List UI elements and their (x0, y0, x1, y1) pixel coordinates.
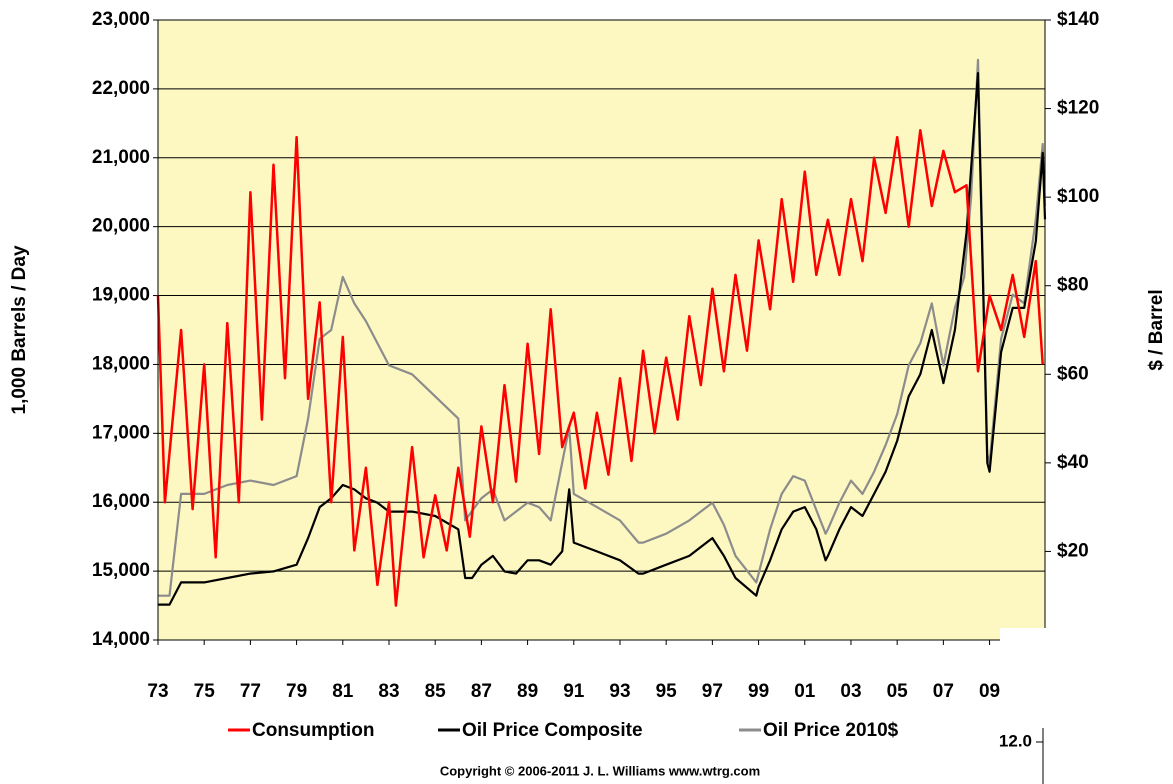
plot-area (157, 19, 1046, 641)
y-axis-title: 1,000 Barrels / Day (9, 245, 30, 414)
x-tick-label: 01 (794, 681, 816, 702)
y-tick-label: 16,000 (92, 491, 150, 512)
y2-axis-title: $ / Barrel (1146, 289, 1167, 370)
x-tick-label: 83 (378, 681, 399, 702)
x-tick-label: 79 (286, 681, 307, 702)
y-tick-label: 23,000 (92, 9, 150, 30)
plot-frame (157, 19, 1046, 641)
y2-tick-label: $60 (1057, 363, 1089, 384)
legend-label: Oil Price Composite (462, 720, 643, 741)
copyright: Copyright © 2006-2011 J. L. Williams www… (440, 763, 760, 778)
x-tick-label: 99 (748, 681, 769, 702)
series-line (158, 58, 1047, 597)
x-tick-label: 87 (471, 681, 492, 702)
series-line (156, 128, 1044, 607)
x-tick-label: 85 (425, 681, 447, 702)
x-tick-label: 03 (840, 681, 861, 702)
y2-tick-label: $100 (1057, 186, 1099, 207)
y-tick-label: 20,000 (92, 216, 150, 237)
legend: Consumption Oil Price Composite Oil Price … (228, 720, 899, 741)
series-line (158, 71, 1047, 606)
y-tick-label: 17,000 (92, 422, 150, 443)
y2-tick-label: $140 (1057, 9, 1099, 30)
x-tick-label: 91 (563, 681, 585, 702)
y2-tick-label: $20 (1057, 540, 1089, 561)
x-tick-label: 75 (194, 681, 216, 702)
inset-label: 12.0 (999, 731, 1032, 750)
y-tick-label: 18,000 (92, 353, 150, 374)
y2-tick-label: $80 (1057, 275, 1089, 296)
x-tick-label: 81 (332, 681, 354, 702)
y2-tick-label: $40 (1057, 452, 1089, 473)
y-tick-label: 15,000 (92, 560, 150, 581)
x-tick-label: 93 (609, 681, 630, 702)
legend-label: Oil Price 2010$ (763, 720, 899, 741)
inset-panel: 12.0 (999, 628, 1173, 784)
y-tick-label: 21,000 (92, 147, 150, 168)
x-tick-label: 09 (979, 681, 1000, 702)
x-tick-label: 07 (933, 681, 954, 702)
x-tick-label: 77 (240, 681, 261, 702)
y-tick-label: 19,000 (92, 285, 150, 306)
inset-background (1000, 628, 1173, 784)
y-tick-label: 22,000 (92, 78, 150, 99)
x-tick-label: 95 (656, 681, 678, 702)
x-tick-label: 73 (147, 681, 168, 702)
y-tick-label: 14,000 (92, 629, 150, 650)
x-tick-label: 89 (517, 681, 538, 702)
x-tick-label: 05 (887, 681, 909, 702)
y2-tick-label: $120 (1057, 98, 1099, 119)
x-tick-label: 97 (702, 681, 723, 702)
legend-label: Consumption (252, 720, 374, 741)
